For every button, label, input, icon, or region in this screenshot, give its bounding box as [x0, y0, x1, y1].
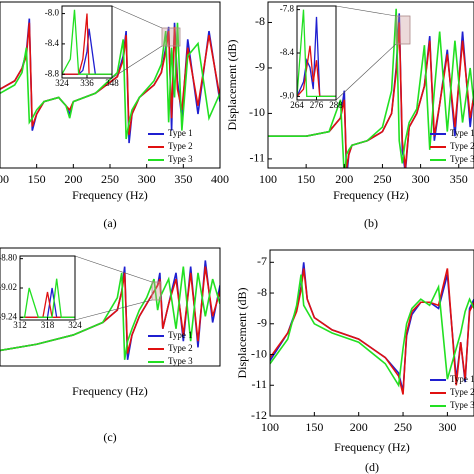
legend-label: Type 1	[168, 330, 193, 340]
zoom-connector	[335, 43, 397, 101]
y-axis-label: Displacement (dB)	[225, 40, 239, 131]
series-line	[0, 266, 220, 354]
y-tick-label: -7.8	[280, 4, 295, 14]
legend-label: Type 1	[450, 374, 474, 384]
x-tick-label: 100	[261, 420, 279, 434]
x-axis-label: Frequency (Hz)	[72, 384, 148, 398]
x-tick-label: 400	[211, 172, 229, 186]
x-tick-label: 200	[64, 172, 82, 186]
zoom-connector	[74, 299, 153, 321]
x-tick-label: 300	[138, 172, 156, 186]
y-tick-label: -9	[255, 60, 265, 74]
zoom-region	[161, 27, 181, 47]
series-line	[0, 22, 220, 140]
x-tick-label: 150	[28, 172, 46, 186]
x-tick-label: 200	[335, 172, 353, 186]
legend-label: Type 2	[168, 141, 193, 151]
caption: (d)	[365, 460, 379, 474]
y-tick-label: -8.8	[45, 68, 60, 78]
inset-lines	[62, 9, 112, 75]
x-axis-label: Frequency (Hz)	[72, 188, 148, 202]
legend-label: Type 2	[450, 387, 474, 397]
x-tick-label: 324	[55, 78, 69, 88]
x-tick-label: 150	[297, 172, 315, 186]
caption: (c)	[103, 430, 116, 444]
x-tick-label: 350	[174, 172, 192, 186]
y-tick-label: -8.4	[280, 47, 295, 57]
x-tick-label: 250	[101, 172, 119, 186]
x-tick-label: 300	[412, 172, 430, 186]
y-tick-label: -10	[251, 346, 267, 360]
legend-label: Type 3	[168, 154, 193, 164]
legend-label: Type 3	[450, 400, 474, 410]
x-tick-label: 250	[394, 420, 412, 434]
x-tick-label: 276	[310, 100, 324, 110]
y-tick-label: -8.4	[45, 38, 60, 48]
legend-label: Type 3	[168, 356, 193, 366]
y-tick-label: -8	[257, 285, 267, 299]
y-tick-label: -8	[255, 14, 265, 28]
x-tick-label: 324	[68, 320, 82, 330]
y-tick-label: -11	[249, 151, 265, 165]
x-tick-label: 100	[259, 172, 277, 186]
legend-label: Type 2	[450, 141, 474, 151]
y-tick-label: -8.0	[45, 8, 60, 18]
y-tick-label: -10	[249, 105, 265, 119]
plot-frame	[267, 1, 474, 169]
legend-label: Type 2	[168, 343, 193, 353]
y-tick-label: -11	[251, 377, 267, 391]
series-line	[268, 22, 474, 168]
lines	[0, 18, 220, 144]
x-tick-label: 250	[373, 172, 391, 186]
x-tick-label: 264	[290, 100, 304, 110]
y-tick-label: -12	[251, 408, 267, 422]
legend-label: Type 3	[450, 154, 474, 164]
x-tick-label: 318	[41, 320, 55, 330]
zoom-connector	[111, 5, 163, 29]
x-tick-label: 336	[80, 78, 94, 88]
zoom-connector	[74, 255, 153, 283]
y-tick-label: -7	[257, 254, 267, 268]
series-line	[268, 8, 474, 168]
plot-frame	[269, 249, 474, 417]
zoom-connector	[335, 5, 397, 17]
series-line	[297, 9, 336, 98]
inset-background	[20, 256, 75, 320]
lines	[0, 260, 220, 360]
x-tick-label: 150	[305, 420, 323, 434]
y-axis-label: Displacement (dB)	[235, 288, 249, 379]
series-line	[0, 266, 220, 360]
caption: (a)	[103, 216, 116, 230]
y-tick-label: -8.80	[0, 253, 17, 263]
zoom-region	[395, 15, 411, 45]
x-tick-label: 350	[450, 172, 468, 186]
x-tick-label: 300	[438, 420, 456, 434]
lines	[268, 8, 474, 168]
x-tick-label: 348	[105, 78, 119, 88]
series-line	[0, 22, 220, 135]
x-axis-label: Frequency (Hz)	[333, 188, 409, 202]
lines	[270, 262, 474, 395]
y-tick-label: -9.24	[0, 311, 17, 321]
x-tick-label: 288	[329, 100, 343, 110]
legend-label: Type 1	[450, 128, 474, 138]
series-line	[62, 9, 112, 75]
zoom-region	[151, 281, 162, 301]
x-axis-label: Frequency (Hz)	[334, 440, 410, 454]
inset-lines	[297, 9, 336, 98]
x-tick-label: 312	[13, 320, 27, 330]
y-tick-label: -9	[257, 316, 267, 330]
y-tick-label: -9.02	[0, 282, 17, 292]
zoom-connector	[111, 45, 163, 79]
x-tick-label: 100	[0, 172, 9, 186]
y-tick-label: -9.0	[280, 90, 295, 100]
series-line	[270, 268, 474, 395]
x-tick-label: 200	[350, 420, 368, 434]
legend-label: Type 1	[168, 128, 193, 138]
series-line	[270, 274, 474, 388]
caption: (b)	[364, 216, 378, 230]
plot-frame	[0, 247, 221, 367]
